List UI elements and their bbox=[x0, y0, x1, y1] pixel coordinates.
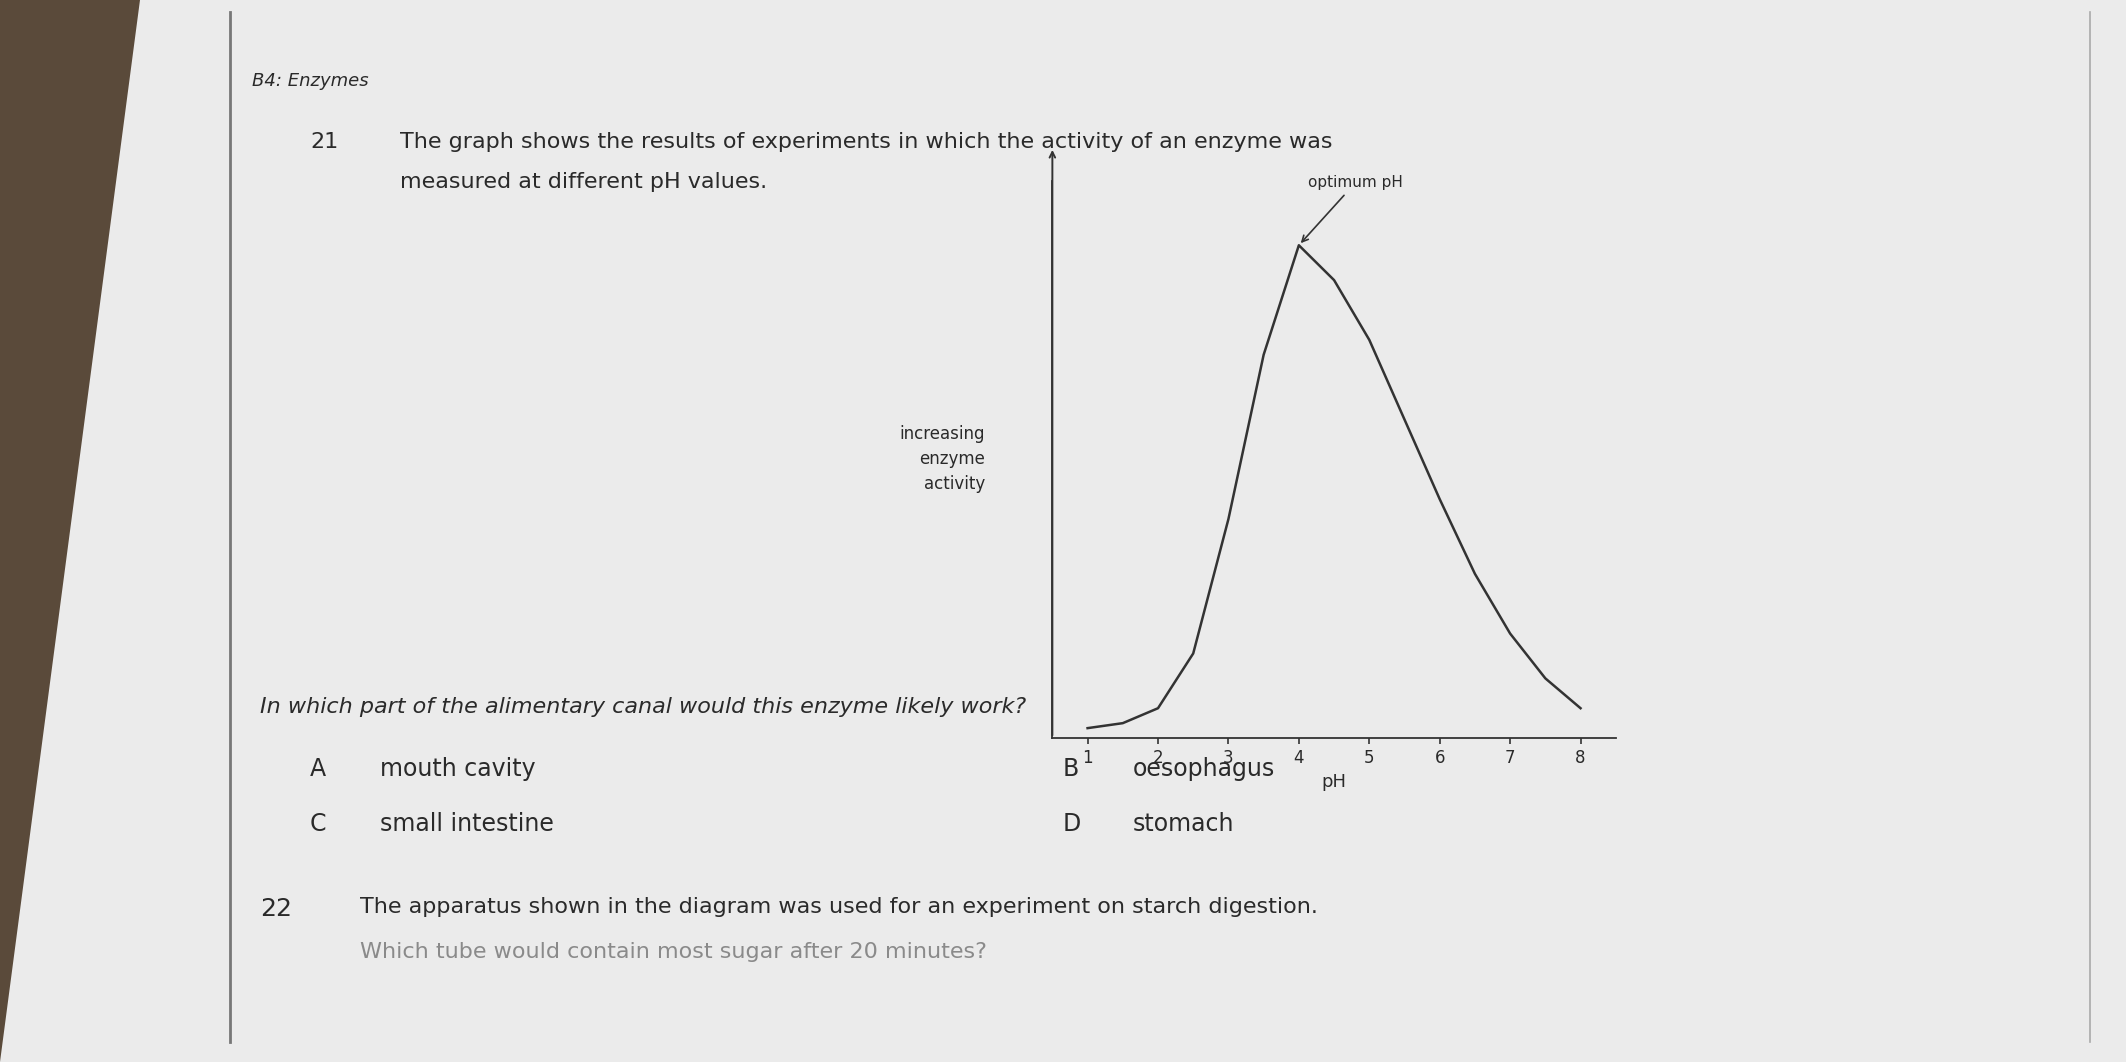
Text: C: C bbox=[310, 812, 327, 836]
Text: 21: 21 bbox=[310, 132, 338, 152]
Text: The graph shows the results of experiments in which the activity of an enzyme wa: The graph shows the results of experimen… bbox=[400, 132, 1333, 152]
Text: B: B bbox=[1063, 757, 1080, 781]
Text: measured at different pH values.: measured at different pH values. bbox=[400, 172, 767, 192]
Text: 22: 22 bbox=[259, 897, 291, 921]
Text: The apparatus shown in the diagram was used for an experiment on starch digestio: The apparatus shown in the diagram was u… bbox=[359, 897, 1318, 917]
Text: stomach: stomach bbox=[1133, 812, 1235, 836]
Text: oesophagus: oesophagus bbox=[1133, 757, 1276, 781]
Text: B4: Enzymes: B4: Enzymes bbox=[253, 72, 368, 90]
Text: In which part of the alimentary canal would this enzyme likely work?: In which part of the alimentary canal wo… bbox=[259, 697, 1027, 717]
Text: D: D bbox=[1063, 812, 1082, 836]
Text: mouth cavity: mouth cavity bbox=[381, 757, 536, 781]
Text: small intestine: small intestine bbox=[381, 812, 555, 836]
Text: A: A bbox=[310, 757, 325, 781]
X-axis label: pH: pH bbox=[1322, 773, 1346, 791]
Text: optimum pH: optimum pH bbox=[1301, 175, 1403, 242]
Text: Which tube would contain most sugar after 20 minutes?: Which tube would contain most sugar afte… bbox=[359, 942, 986, 962]
Text: increasing
enzyme
activity: increasing enzyme activity bbox=[899, 425, 984, 494]
